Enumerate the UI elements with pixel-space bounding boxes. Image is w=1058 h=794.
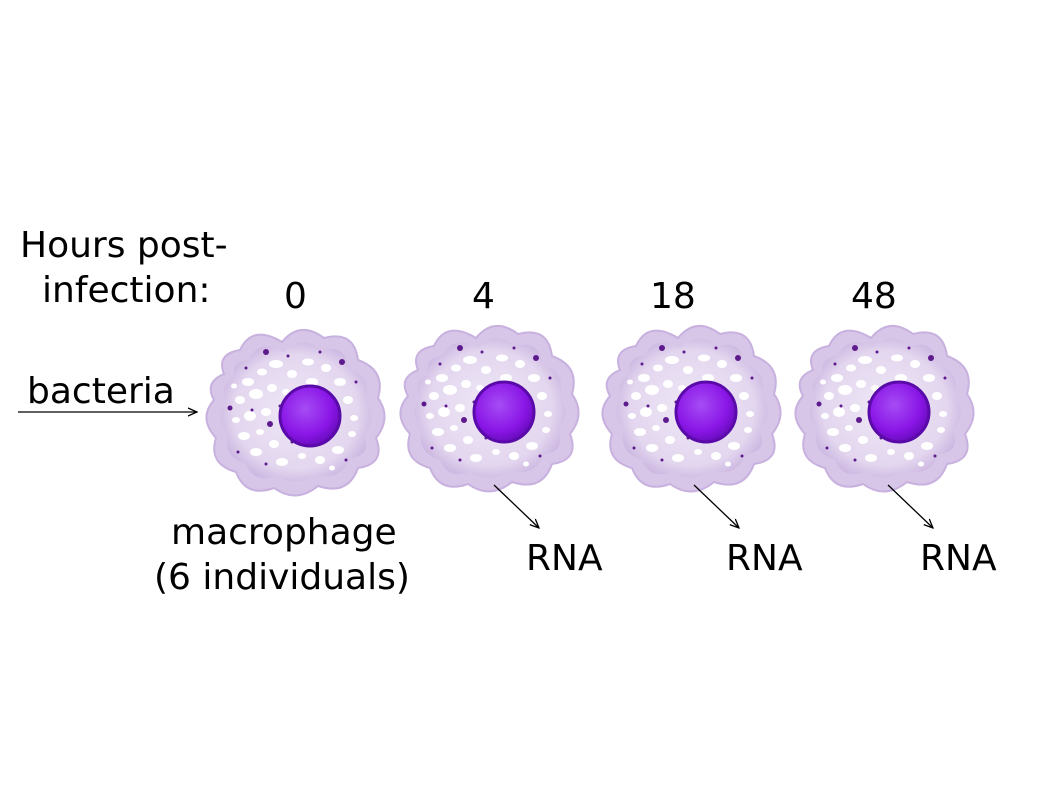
- timepoint-label-0h: 0: [284, 276, 307, 317]
- macrophage-cell-0h: [204, 328, 387, 498]
- timepoint-label-4h: 4: [472, 276, 495, 317]
- rna-arrow-18h: [693, 484, 739, 528]
- rna-arrow-4h: [493, 484, 539, 528]
- header-line-1: Hours post-: [20, 225, 228, 266]
- macrophage-label: macrophage: [171, 512, 397, 553]
- timepoint-label-48h: 48: [851, 276, 897, 317]
- timepoint-label-18h: 18: [650, 276, 696, 317]
- rna-label-48h: RNA: [920, 538, 997, 579]
- rna-arrow-48h: [887, 484, 933, 528]
- rna-label-18h: RNA: [726, 538, 803, 579]
- macrophage-cell-18h: [600, 324, 783, 494]
- macrophage-cell-48h: [793, 324, 976, 494]
- header-line-2: infection:: [42, 270, 211, 311]
- bacteria-label: bacteria: [27, 371, 175, 412]
- rna-label-4h: RNA: [526, 538, 603, 579]
- individuals-label: (6 individuals): [154, 557, 410, 598]
- macrophage-cell-4h: [398, 324, 581, 494]
